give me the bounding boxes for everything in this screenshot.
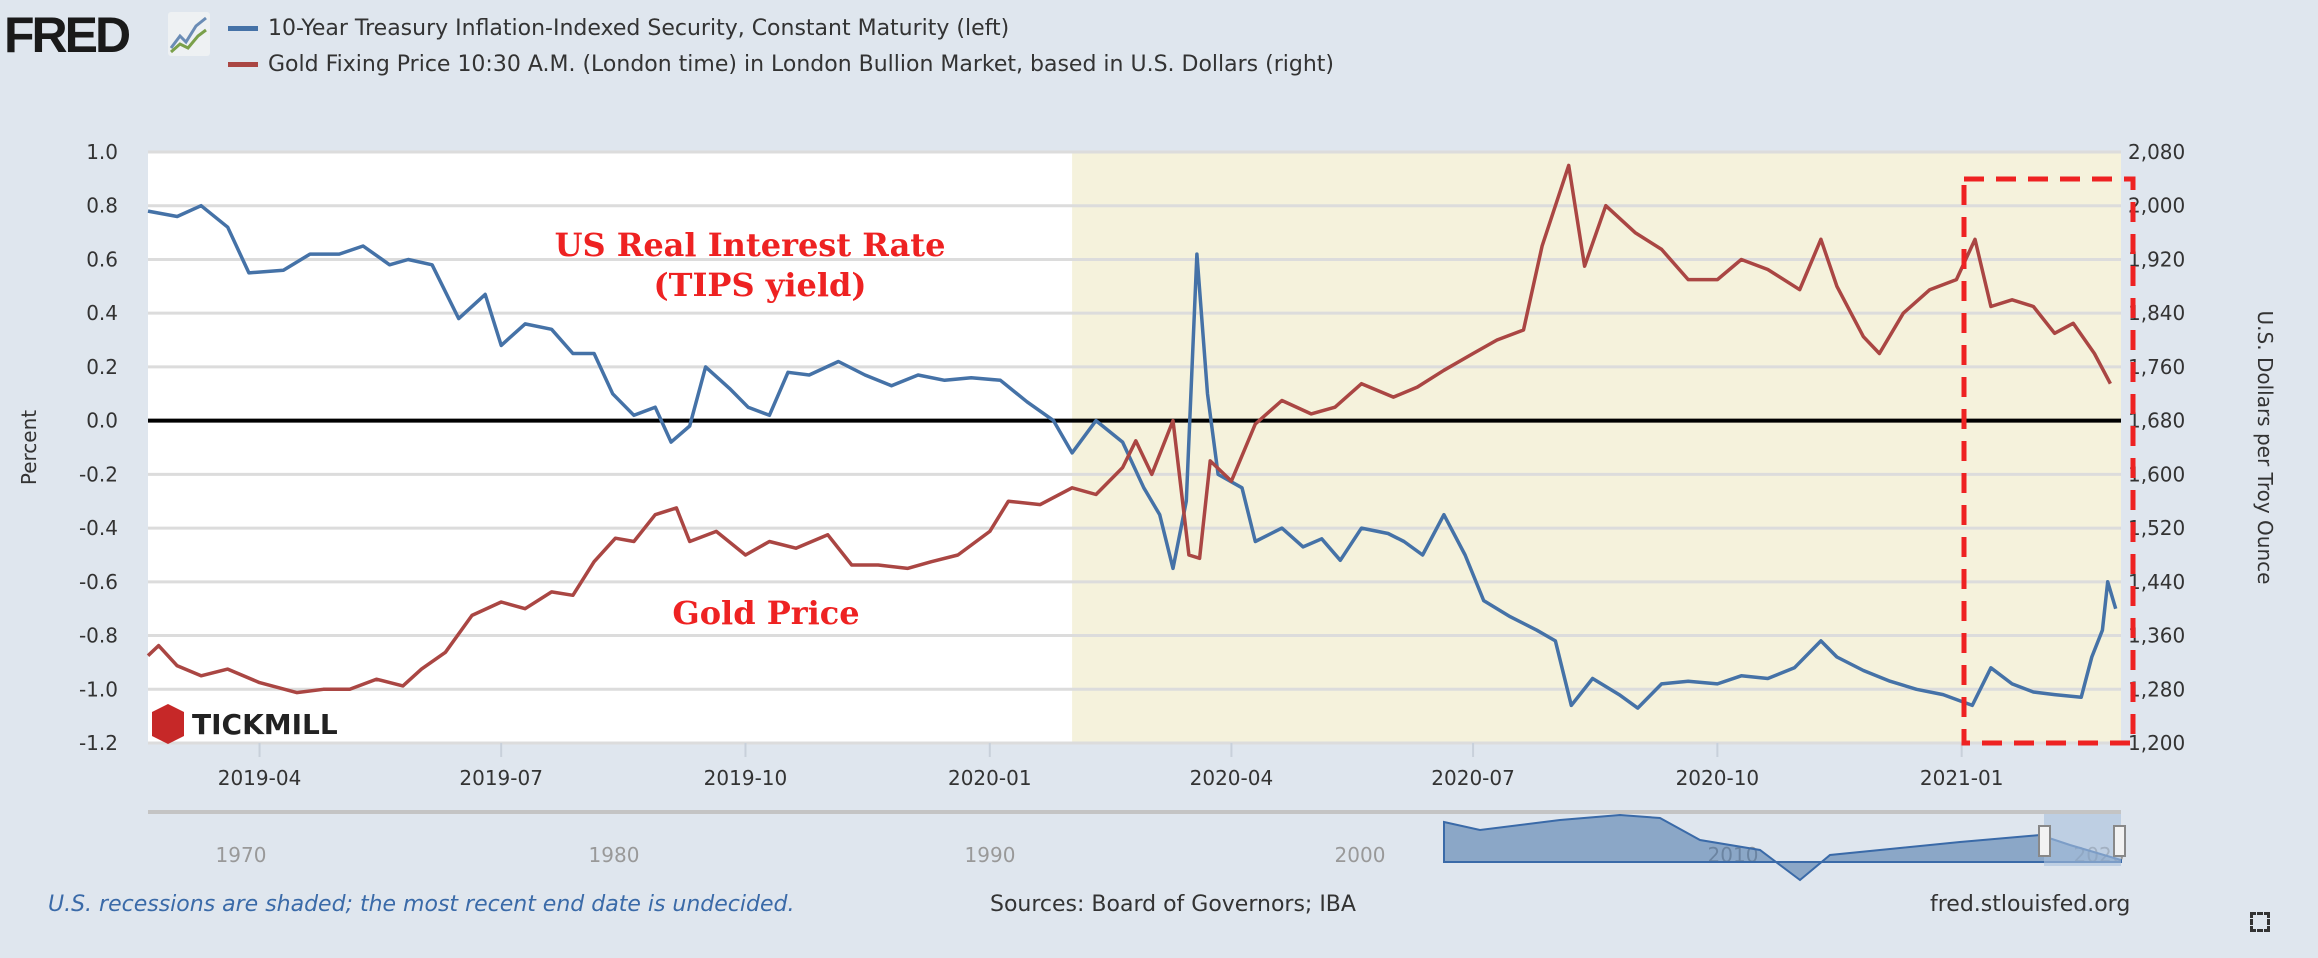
y2-tick-label: 1,760 [2128, 355, 2185, 379]
y-tick-label: -1.2 [79, 731, 118, 755]
legend-swatch [228, 26, 258, 31]
navigator-top-bar [148, 810, 2121, 814]
x-tick-label: 2020-07 [1431, 766, 1515, 790]
y-axis-title: Percent [17, 410, 41, 485]
navigator-year-label: 2000 [1335, 843, 1386, 867]
y2-tick-label: 1,280 [2128, 677, 2185, 701]
tips-yield-line [147, 203, 2118, 710]
tickmill-logo-icon [152, 704, 184, 744]
legend-label: 10-Year Treasury Inflation-Indexed Secur… [268, 16, 1010, 41]
y2-tick-label: 1,920 [2128, 247, 2185, 271]
y-tick-label: -0.2 [79, 462, 118, 486]
y2-tick-label: 1,520 [2128, 516, 2185, 540]
y-tick-label: 0.8 [86, 194, 118, 218]
legend-item-tips[interactable]: 10-Year Treasury Inflation-Indexed Secur… [228, 16, 1009, 41]
x-tick-label: 2020-04 [1190, 766, 1274, 790]
x-tick-label: 2019-07 [459, 766, 543, 790]
y2-tick-label: 2,000 [2128, 194, 2185, 218]
fred-graph-icon [168, 12, 210, 56]
y-tick-label: -0.4 [79, 516, 118, 540]
y-tick-label: 1.0 [86, 140, 118, 164]
sources: Sources: Board of Governors; IBA [990, 892, 1356, 917]
y-tick-label: 0.0 [86, 409, 118, 433]
highlight-box [1961, 176, 2136, 746]
annotation-rate-sub: (TIPS yield) [653, 266, 866, 304]
navigator-handle[interactable] [2038, 825, 2051, 857]
y2-tick-label: 1,840 [2128, 301, 2185, 325]
y2-tick-label: 2,080 [2128, 140, 2185, 164]
y-tick-label: -0.6 [79, 570, 118, 594]
navigator-series [1443, 813, 2122, 882]
y2-tick-label: 1,200 [2128, 731, 2185, 755]
x-tick-label: 2019-04 [218, 766, 302, 790]
annotation-gold: Gold Price [672, 594, 859, 632]
y2-tick-label: 1,600 [2128, 462, 2185, 486]
legend-swatch [228, 62, 258, 67]
annotation-rate: US Real Interest Rate [555, 226, 946, 264]
recession-note: U.S. recessions are shaded; the most rec… [48, 892, 795, 917]
y-tick-label: 0.6 [86, 247, 118, 271]
tickmill-logo: TICKMILL [192, 708, 338, 741]
y2-tick-label: 1,440 [2128, 570, 2185, 594]
fred-logo[interactable]: FRED [4, 7, 131, 63]
x-tick-label: 2019-10 [704, 766, 788, 790]
y2-tick-label: 1,680 [2128, 409, 2185, 433]
site-link[interactable]: fred.stlouisfed.org [1930, 892, 2131, 917]
y-tick-label: 0.2 [86, 355, 118, 379]
y2-tick-label: 1,360 [2128, 624, 2185, 648]
fullscreen-icon[interactable] [2250, 912, 2270, 932]
x-tick-label: 2020-01 [948, 766, 1032, 790]
navigator-year-label: 1970 [216, 843, 267, 867]
navigator-year-label: 1990 [965, 843, 1016, 867]
legend-label: Gold Fixing Price 10:30 A.M. (London tim… [268, 52, 1334, 77]
gold-price-line [146, 163, 2112, 695]
x-tick-label: 2020-10 [1676, 766, 1760, 790]
legend-item-gold[interactable]: Gold Fixing Price 10:30 A.M. (London tim… [228, 52, 1334, 77]
navigator-selection [2044, 814, 2121, 866]
x-tick-label: 2021-01 [1920, 766, 2004, 790]
y-tick-label: -1.0 [79, 677, 118, 701]
y-tick-label: -0.8 [79, 624, 118, 648]
navigator-handle[interactable] [2113, 825, 2126, 857]
y-tick-label: 0.4 [86, 301, 118, 325]
y2-axis-title: U.S. Dollars per Troy Ounce [2253, 311, 2277, 585]
navigator-year-label: 1980 [589, 843, 640, 867]
